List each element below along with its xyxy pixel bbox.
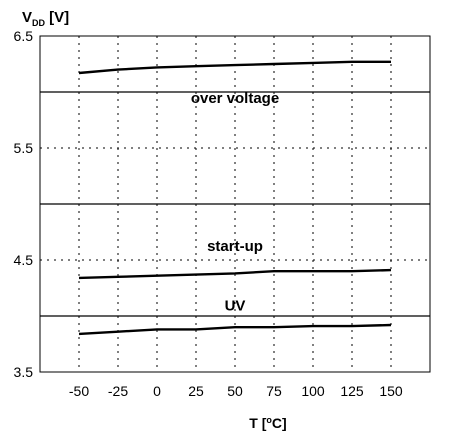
x-tick-label-2: 0 (153, 383, 161, 399)
y-tick-label-3: 3.5 (14, 364, 34, 380)
x-tick-label-5: 75 (266, 383, 282, 399)
annotation-0: over voltage (191, 90, 279, 107)
y-tick-labels: 6.5 5.5 4.5 3.5 (14, 28, 34, 380)
series-lines (78, 60, 392, 336)
x-tick-label-0: -50 (69, 383, 89, 399)
y-axis-label: VDD [V] (22, 9, 69, 28)
x-tick-label-8: 150 (379, 383, 403, 399)
series-line-0 (78, 60, 391, 75)
reference-lines (40, 91, 430, 317)
series-line-2 (78, 323, 392, 336)
annotations: over voltage start-up UV (191, 90, 279, 314)
annotation-2: UV (225, 297, 246, 314)
x-tick-label-4: 50 (227, 383, 243, 399)
y-tick-label-1: 5.5 (14, 140, 34, 156)
x-tick-labels: -50 -25 0 25 50 75 100 125 150 (69, 383, 403, 399)
series-line-1 (78, 268, 392, 280)
x-tick-label-6: 100 (301, 383, 325, 399)
y-tick-label-0: 6.5 (14, 28, 34, 44)
y-tick-label-2: 4.5 (14, 252, 34, 268)
x-tick-label-7: 125 (340, 383, 364, 399)
x-axis-label: T [oC] (249, 415, 286, 431)
x-tick-label-3: 25 (188, 383, 204, 399)
x-tick-label-1: -25 (108, 383, 128, 399)
annotation-1: start-up (207, 238, 263, 255)
